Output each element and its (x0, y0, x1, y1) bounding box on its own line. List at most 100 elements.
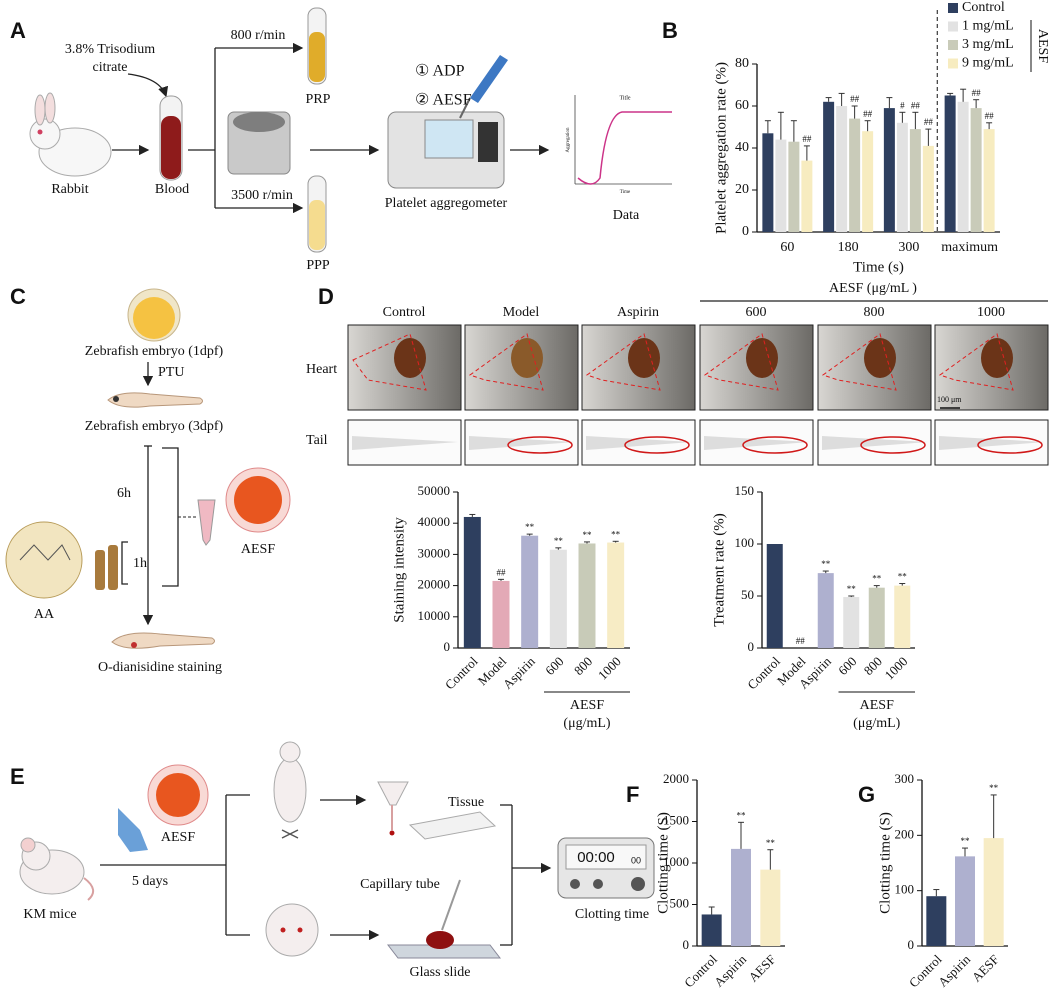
group-label: (μg/mL) (563, 716, 610, 731)
mini-x-label: Time (620, 190, 631, 195)
legend-swatch (948, 21, 958, 32)
group-label: AESF (570, 698, 604, 713)
y-tick-label: 10000 (418, 608, 451, 623)
significance: ** (898, 572, 908, 582)
bar (909, 129, 921, 232)
legend-label: Control (962, 0, 1005, 15)
bar (775, 139, 787, 232)
label: Zebrafish embryo (1dpf) (85, 344, 224, 359)
label: KM mice (23, 907, 76, 922)
bar (823, 101, 835, 232)
bar (463, 516, 481, 648)
significance: ## (924, 117, 934, 127)
x-tick-label: 800 (861, 654, 885, 678)
column-header: Control (383, 305, 426, 320)
label: AESF (161, 830, 195, 845)
tail-streak (704, 436, 810, 450)
bar (868, 587, 885, 648)
bar (970, 108, 982, 232)
x-tick-label: AESF (745, 952, 778, 985)
y-tick-label: 0 (742, 224, 749, 239)
significance: ** (554, 536, 564, 546)
label: Data (613, 208, 640, 223)
group-header: AESF (μg/mL ) (829, 281, 917, 296)
tail-streak (822, 436, 928, 450)
row-label: Tail (306, 433, 328, 448)
mini-title: Title (619, 95, 630, 101)
y-tick-label: 0 (748, 639, 755, 654)
x-tick-label: AESF (969, 952, 1002, 985)
significance: ** (583, 530, 593, 540)
significance: # (900, 100, 905, 110)
bar (944, 95, 956, 232)
label: AA (34, 607, 55, 622)
significance: ** (872, 574, 882, 584)
bar (983, 838, 1004, 946)
y-tick-label: 100 (735, 535, 755, 550)
column-header: Aspirin (617, 305, 659, 320)
legend-label: 9 mg/mL (962, 56, 1014, 71)
significance: ## (972, 88, 982, 98)
panel-letter: G (858, 782, 875, 807)
bar (883, 108, 895, 232)
mini-y-label: Aggregation (566, 127, 571, 152)
significance: ** (989, 783, 999, 793)
y-axis-label: Clotting time (S) (877, 812, 893, 914)
tail-highlight (624, 436, 690, 454)
heart-outline (821, 333, 897, 391)
column-header: 1000 (977, 305, 1005, 320)
x-tick-label: 600 (835, 654, 859, 678)
column-header: 800 (864, 305, 885, 320)
bar (801, 160, 813, 232)
y-axis-label: Staining intensity (391, 517, 407, 623)
bar (849, 118, 861, 232)
y-tick-label: 200 (895, 826, 915, 841)
y-tick-label: 0 (683, 937, 690, 952)
label: 3500 r/min (231, 188, 293, 203)
panel-letter: D (318, 284, 334, 309)
y-tick-label: 0 (908, 937, 915, 952)
label: O-dianisidine staining (98, 660, 222, 675)
legend-swatch (948, 58, 958, 69)
significance: ** (611, 529, 621, 539)
bar (492, 580, 510, 648)
label: Glass slide (409, 965, 470, 980)
bar (766, 544, 783, 648)
panel-e: KM mice 5 days AESF Tissue Capillary tub… (19, 741, 655, 980)
significance: ** (525, 522, 535, 532)
bar (955, 856, 975, 946)
y-tick-label: 40000 (418, 514, 451, 529)
bar (578, 543, 596, 648)
scale-label: 100 μm (937, 395, 962, 404)
x-tick-label: 60 (780, 240, 794, 255)
x-tick-label: 1000 (595, 654, 624, 683)
bar (731, 848, 751, 946)
significance: ** (766, 838, 776, 848)
label: PRP (306, 92, 331, 107)
group-label: (μg/mL) (853, 716, 900, 731)
panel-letter: E (10, 764, 25, 789)
tail-highlight (742, 436, 808, 454)
bar (922, 145, 934, 232)
label: Platelet aggregometer (385, 196, 508, 211)
panel-a: Title Aggregation Time 3.8% Trisodium ci… (29, 7, 672, 273)
x-tick-label: 1000 (881, 654, 910, 683)
y-axis-label: Platelet aggregation rate (%) (713, 62, 729, 234)
heart-outline (468, 333, 544, 391)
bar (836, 106, 848, 232)
x-tick-label: 600 (542, 654, 566, 678)
label: AESF (241, 542, 275, 557)
significance: ## (497, 567, 507, 577)
column-header: 600 (746, 305, 767, 320)
label: Capillary tube (360, 877, 440, 892)
column-header: Model (503, 305, 540, 320)
tail-streak (352, 436, 458, 450)
panel-letter: B (662, 18, 678, 43)
y-tick-label: 20 (735, 182, 749, 197)
tail-highlight (977, 436, 1043, 454)
significance: ## (985, 111, 995, 121)
y-tick-label: 50000 (418, 483, 451, 498)
timer: 00 (631, 855, 641, 865)
x-tick-label: Aspirin (711, 951, 750, 990)
